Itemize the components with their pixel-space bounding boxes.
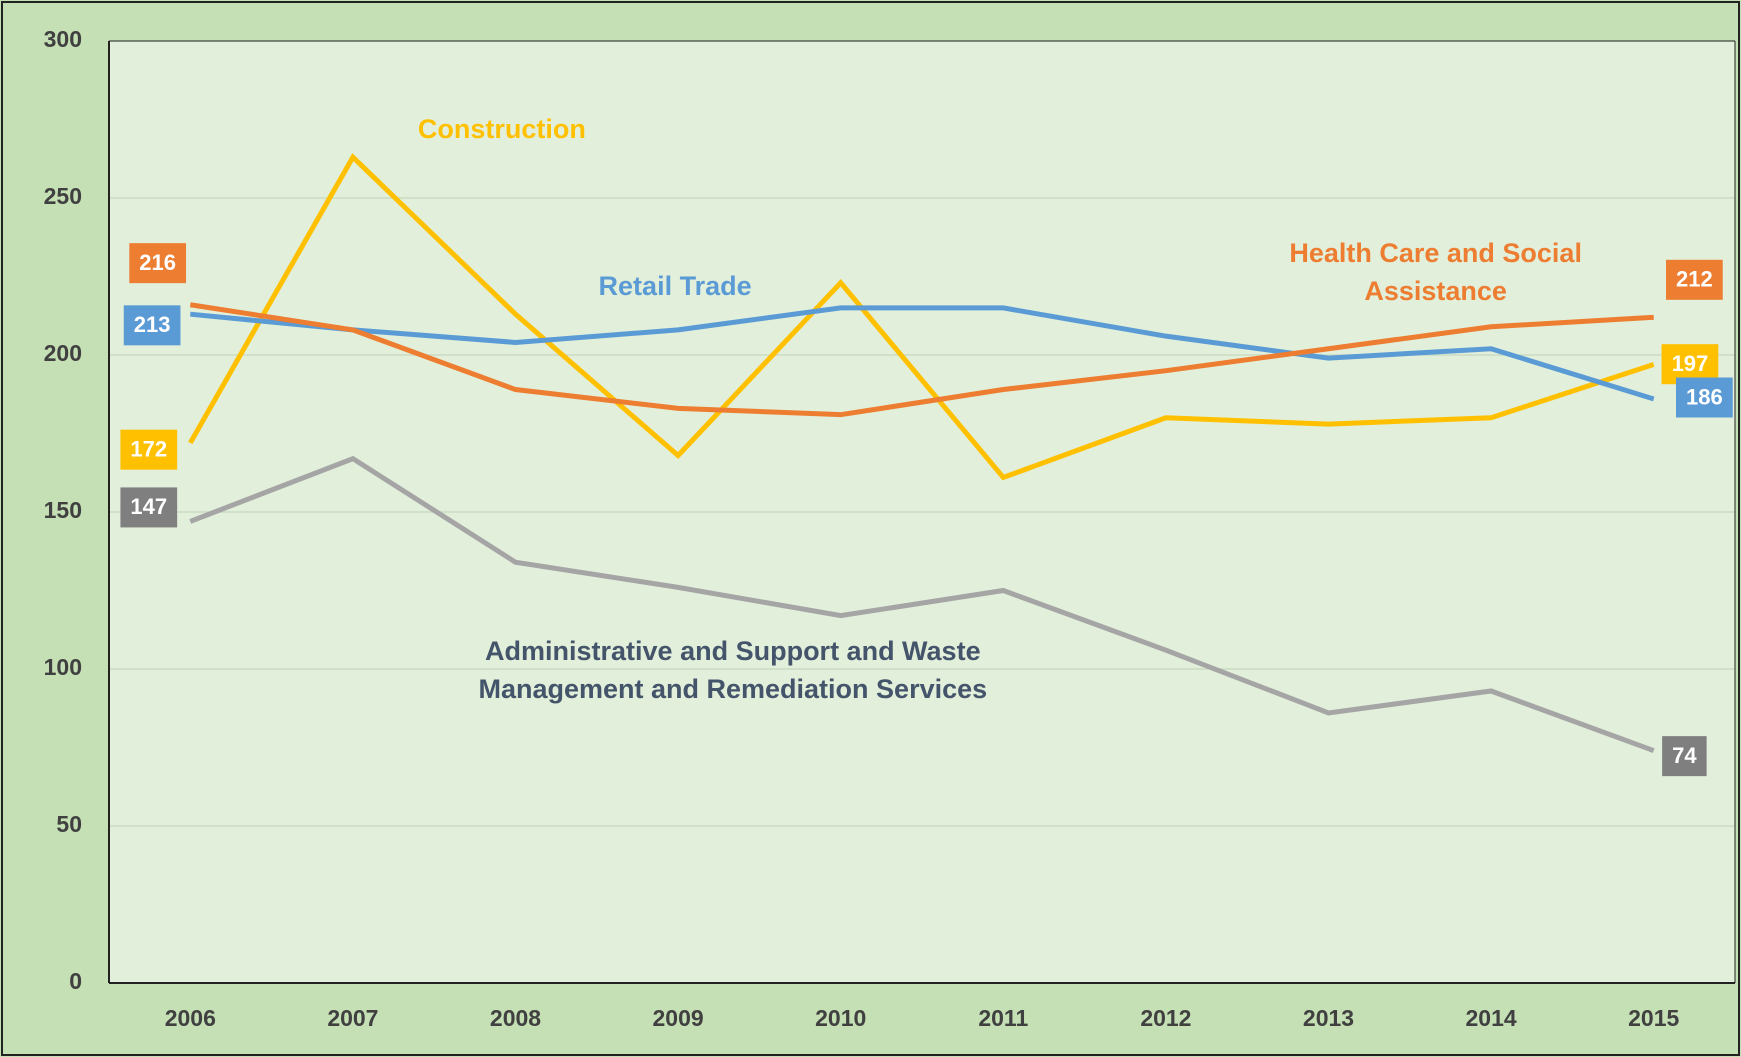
- y-tick-label: 100: [44, 654, 82, 680]
- series-label: Construction: [417, 113, 586, 144]
- data-label-text: 147: [130, 494, 167, 519]
- data-label-text: 197: [1672, 351, 1709, 376]
- data-label: 172: [120, 429, 178, 470]
- data-label-text: 186: [1686, 384, 1723, 409]
- data-label-box: [129, 243, 187, 284]
- data-label: 213: [123, 305, 181, 346]
- data-label-text: 74: [1672, 743, 1697, 768]
- series-line: [189, 455, 1655, 753]
- data-label: 212: [1666, 259, 1723, 300]
- y-tick-label: 300: [44, 26, 82, 52]
- data-label-box: [123, 305, 181, 346]
- x-tick-label: 2006: [165, 1005, 216, 1031]
- series-line: [188, 153, 1655, 481]
- series-label: Health Care and Social Assistance: [1289, 238, 1582, 307]
- y-tick-label: 150: [44, 497, 82, 523]
- data-label-text: 216: [139, 250, 176, 275]
- x-tick-label: 2009: [653, 1005, 704, 1031]
- series-line: [189, 302, 1654, 418]
- series-label: Administrative and Support and Waste Man…: [478, 635, 988, 704]
- data-label-box: [1666, 259, 1723, 300]
- x-tick-label: 2008: [490, 1005, 541, 1031]
- data-label-box: [120, 429, 178, 470]
- data-label-box: [120, 487, 178, 528]
- data-label-text: 213: [134, 312, 171, 337]
- x-tick-label: 2015: [1628, 1005, 1679, 1031]
- data-label-box: [1662, 736, 1707, 777]
- data-label-text: 172: [130, 436, 167, 461]
- y-tick-label: 250: [44, 183, 82, 209]
- y-tick-label: 0: [69, 968, 82, 994]
- data-label: 216: [129, 243, 187, 284]
- data-label: 74: [1662, 736, 1707, 777]
- y-tick-label: 50: [56, 811, 82, 837]
- x-tick-label: 2012: [1140, 1005, 1191, 1031]
- x-tick-label: 2011: [978, 1005, 1028, 1031]
- series-label: Retail Trade: [598, 271, 752, 302]
- y-tick-label: 200: [44, 340, 82, 366]
- series-line: [190, 305, 1655, 402]
- x-tick-label: 2013: [1303, 1005, 1354, 1031]
- data-label: 147: [120, 487, 178, 528]
- data-label: 186: [1675, 377, 1733, 418]
- x-tick-label: 2007: [327, 1005, 378, 1031]
- data-label-box: [1675, 377, 1733, 418]
- x-tick-label: 2014: [1466, 1005, 1517, 1031]
- x-tick-label: 2010: [815, 1005, 866, 1031]
- data-label-text: 212: [1676, 267, 1713, 292]
